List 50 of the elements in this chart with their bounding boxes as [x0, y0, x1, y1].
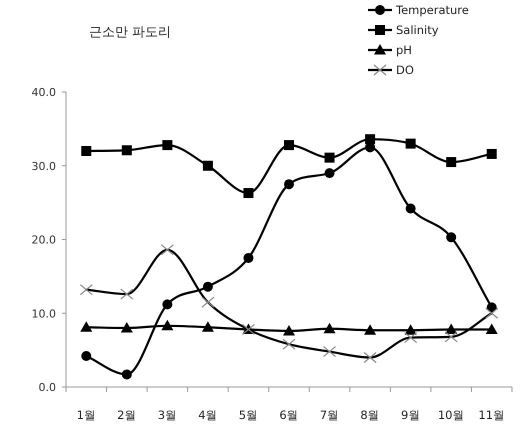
x-tick-label: 5월 — [238, 408, 258, 422]
point — [80, 321, 92, 332]
point — [365, 134, 376, 144]
y-tick-label: 40.0 — [32, 86, 56, 99]
x-tick-label: 6월 — [279, 408, 299, 422]
point — [445, 323, 458, 334]
legend-label: Salinity — [396, 23, 439, 37]
point — [486, 323, 498, 334]
x-tick-label: 7월 — [320, 408, 340, 422]
x-tick-label: 3월 — [158, 408, 178, 422]
point — [364, 324, 376, 335]
point — [446, 157, 456, 168]
x-tick-label: 9월 — [400, 408, 420, 422]
point — [284, 179, 294, 190]
legend-label: Temperature — [395, 3, 469, 17]
x-tick-label: 11월 — [478, 408, 506, 422]
point — [122, 369, 132, 380]
x-tick-label: 10월 — [438, 408, 464, 422]
point — [162, 140, 172, 150]
point — [406, 138, 416, 149]
point — [202, 160, 213, 171]
y-tick-label: 10.0 — [32, 307, 56, 320]
point — [161, 320, 174, 330]
point — [324, 322, 336, 334]
point — [324, 168, 335, 178]
x-tick-label: 4월 — [198, 408, 218, 422]
point — [81, 351, 92, 362]
x-tick-label: 2월 — [117, 408, 136, 422]
point — [202, 282, 213, 292]
point — [406, 204, 416, 214]
point — [486, 148, 497, 159]
x-tick-label: 8월 — [360, 408, 380, 422]
y-tick-label: 0.0 — [38, 381, 56, 394]
point — [243, 252, 254, 263]
point — [324, 152, 335, 163]
point — [283, 324, 295, 336]
point — [446, 232, 456, 242]
point — [122, 145, 132, 156]
chart-title: 근소만 파도리 — [88, 25, 172, 40]
legend-label: pH — [396, 43, 412, 57]
point — [81, 146, 92, 156]
point — [284, 140, 294, 150]
point — [162, 299, 172, 310]
legend-label: DO — [396, 63, 414, 77]
y-tick-label: 30.0 — [32, 160, 56, 173]
point — [202, 321, 214, 332]
point — [243, 188, 254, 198]
x-tick-label: 1월 — [76, 408, 96, 422]
point — [120, 322, 133, 332]
y-tick-label: 20.0 — [32, 234, 56, 246]
